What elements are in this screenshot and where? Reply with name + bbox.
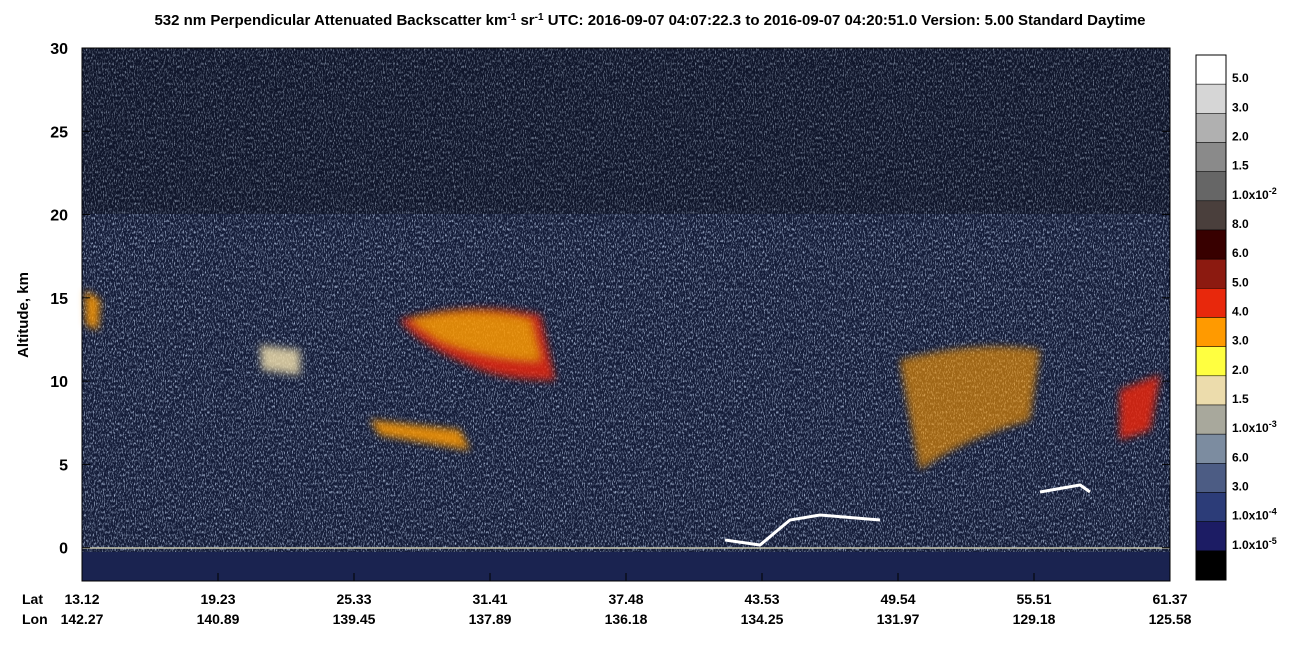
title-text: UTC: 2016-09-07 04:07:22.3 to 2016-09-07… [544, 12, 1146, 29]
colorbar-label-text: 5.0 [1232, 275, 1249, 289]
colorbar-label-text: 4.0 [1232, 305, 1249, 319]
colorbar-label-text: 1.0x10 [1232, 421, 1269, 435]
colorbar-box [1195, 404, 1227, 435]
colorbar-label: 6.0 [1232, 246, 1249, 260]
title-superscript: -1 [535, 12, 544, 23]
colorbar-box [1195, 375, 1227, 406]
colorbar-label-exponent: -4 [1269, 507, 1277, 517]
colorbar-label-text: 3.0 [1232, 480, 1249, 494]
colorbar-label-text: 8.0 [1232, 217, 1249, 231]
colorbar-box [1195, 288, 1227, 318]
colorbar-label: 1.5 [1232, 392, 1249, 406]
colorbar-frame [1195, 54, 1227, 581]
x-tick-label: 19.23 [200, 591, 235, 607]
colorbar-label-text: 2.0 [1232, 130, 1249, 144]
colorbar-label: 1.0x10-5 [1232, 536, 1277, 552]
y-axis-label: Altitude, km [15, 272, 32, 358]
colorbar-box [1195, 83, 1227, 114]
colorbar-label-text: 3.0 [1232, 100, 1249, 114]
x-tick-label: 61.37 [1152, 591, 1187, 607]
colorbar-label-text: 6.0 [1232, 246, 1249, 260]
title-text: 532 nm Perpendicular Attenuated Backscat… [154, 12, 507, 29]
colorbar-box [1195, 113, 1227, 143]
x-tick-label: 13.12 [64, 591, 99, 607]
x-tick-label: 131.97 [877, 611, 920, 627]
colorbar-label-text: 6.0 [1232, 450, 1249, 464]
colorbar-box [1195, 550, 1227, 581]
x-tick-label: 140.89 [197, 611, 240, 627]
colorbar-label: 1.0x10-4 [1232, 507, 1277, 523]
colorbar-box [1195, 346, 1227, 377]
colorbar-label: 2.0 [1232, 363, 1249, 377]
colorbar-label-text: 1.0x10 [1232, 509, 1269, 523]
colorbar-box [1195, 229, 1227, 260]
colorbar-label-text: 1.5 [1232, 159, 1249, 173]
chart-title: 532 nm Perpendicular Attenuated Backscat… [154, 12, 1145, 30]
title-text: sr [516, 12, 535, 29]
colorbar-label: 5.0 [1232, 71, 1249, 85]
y-tick-label: 5 [59, 457, 68, 474]
colorbar-box [1195, 200, 1227, 231]
colorbar-label-exponent: -5 [1269, 536, 1277, 546]
y-tick-label: 20 [50, 208, 68, 225]
colorbar-box [1195, 521, 1227, 552]
x-tick-label: 43.53 [744, 591, 779, 607]
y-tick-label: 0 [59, 541, 68, 558]
colorbar-label-exponent: -2 [1269, 186, 1277, 196]
colorbar-label: 1.5 [1232, 159, 1249, 173]
x-tick-label: 142.27 [61, 611, 104, 627]
x-tick-label: 125.58 [1149, 611, 1192, 627]
colorbar-label: 1.0x10-3 [1232, 419, 1277, 435]
x-tick-label: 49.54 [880, 591, 915, 607]
colorbar-box [1195, 492, 1227, 522]
x-tick-label: 31.41 [472, 591, 507, 607]
x-tick-label: 55.51 [1016, 591, 1051, 607]
colorbar-box [1195, 171, 1227, 202]
colorbar-label: 8.0 [1232, 217, 1249, 231]
colorbar-label: 3.0 [1232, 480, 1249, 494]
x-tick-label: 129.18 [1013, 611, 1056, 627]
colorbar-label-text: 1.5 [1232, 392, 1249, 406]
x-tick-label: 25.33 [336, 591, 371, 607]
x-tick-label: 37.48 [608, 591, 643, 607]
colorbar-label-text: 2.0 [1232, 363, 1249, 377]
colorbar-label: 1.0x10-2 [1232, 186, 1277, 202]
y-tick-label: 25 [50, 124, 68, 141]
colorbar-label-text: 3.0 [1232, 334, 1249, 348]
colorbar-label: 6.0 [1232, 450, 1249, 464]
colorbar-box [1195, 54, 1227, 85]
title-superscript: -1 [507, 12, 516, 23]
colorbar-label: 2.0 [1232, 130, 1249, 144]
backscatter-image [81, 47, 1171, 582]
y-tick-label: 10 [50, 374, 68, 391]
x-row-name: Lat [22, 591, 43, 607]
x-tick-label: 134.25 [741, 611, 784, 627]
colorbar-label: 3.0 [1232, 100, 1249, 114]
y-tick-label: 15 [50, 291, 68, 308]
colorbar-label: 3.0 [1232, 334, 1249, 348]
y-tick-label: 30 [50, 41, 68, 58]
x-tick-label: 137.89 [469, 611, 512, 627]
x-tick-label: 136.18 [605, 611, 648, 627]
colorbar-box [1195, 317, 1227, 347]
x-tick-label: 139.45 [333, 611, 376, 627]
colorbar-box [1195, 463, 1227, 493]
colorbar-label-text: 1.0x10 [1232, 188, 1269, 202]
colorbar-label-exponent: -3 [1269, 419, 1277, 429]
colorbar-box [1195, 433, 1227, 464]
colorbar-label: 4.0 [1232, 305, 1249, 319]
colorbar-box [1195, 258, 1227, 289]
colorbar-label-text: 1.0x10 [1232, 538, 1269, 552]
x-row-name: Lon [22, 611, 48, 627]
colorbar-box [1195, 142, 1227, 172]
colorbar-label: 5.0 [1232, 275, 1249, 289]
colorbar-label-text: 5.0 [1232, 71, 1249, 85]
